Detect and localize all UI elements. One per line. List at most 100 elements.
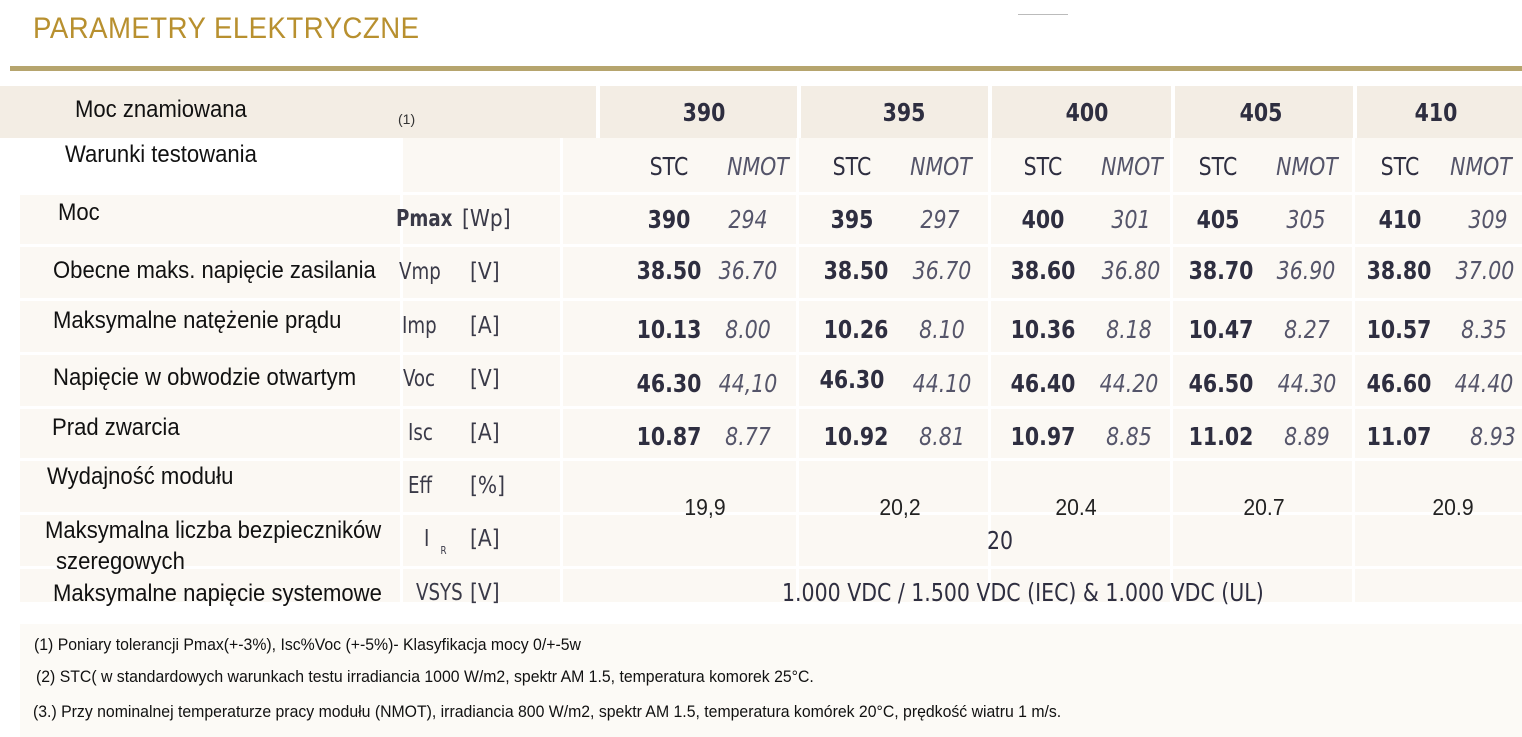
title-underline [10, 66, 1522, 71]
stc-header: STC [1023, 152, 1063, 181]
header-separator [1171, 86, 1175, 138]
header-separator [797, 86, 801, 138]
system-voltage-symbol: VSYS [416, 580, 463, 606]
nmot-header: NMOT [727, 152, 789, 181]
row-separator [20, 352, 1522, 355]
table-cell: 8.35 [1461, 315, 1507, 344]
fuse-value: 20 [986, 526, 1014, 555]
header-separator [1353, 86, 1357, 138]
row-symbol-power: Pmax [396, 206, 453, 232]
table-cell: 46.50 [1188, 369, 1254, 398]
table-cell: 8.00 [725, 315, 771, 344]
row-label-fuse: Maksymalna liczba bezpieczników [45, 517, 382, 544]
table-left-gap [20, 138, 400, 192]
table-cell: 10.47 [1188, 315, 1254, 344]
column-separator [400, 138, 403, 602]
model-400-header: 400 [1065, 98, 1109, 127]
header-band [0, 86, 1522, 138]
table-cell: 10.97 [1010, 422, 1076, 451]
efficiency-value: 20,2 [879, 494, 921, 520]
footnote-1: (1) Poniary tolerancji Pmax(+-3%), Isc%V… [34, 635, 581, 654]
table-cell: 38.80 [1366, 256, 1432, 285]
row-unit-vmp: [V] [470, 259, 500, 285]
row-symbol-imp: Imp [402, 313, 437, 339]
stc-header: STC [649, 152, 689, 181]
table-cell: 400 [1021, 205, 1065, 234]
row-label-isc: Prad zwarcia [52, 414, 180, 441]
table-cell: 10.57 [1366, 315, 1432, 344]
row-symbol-vmp: Vmp [399, 259, 441, 285]
row-symbol-fuse: I R [424, 526, 446, 557]
nmot-header: NMOT [1101, 152, 1163, 181]
row-symbol-voc: Voc [403, 366, 436, 392]
column-separator [796, 138, 799, 602]
stc-header: STC [832, 152, 872, 181]
fuse-symbol-main: I [424, 526, 430, 552]
row-separator [20, 566, 1522, 569]
table-cell: 38.70 [1188, 256, 1254, 285]
row-label-system-voltage: Maksymalne napięcie systemowe [53, 580, 382, 607]
table-cell: 8.93 [1470, 422, 1516, 451]
table-cell: 46.60 [1366, 369, 1432, 398]
table-cell: 10.26 [823, 315, 889, 344]
table-cell: 37.00 [1455, 256, 1515, 285]
row-symbol-system-voltage: VSYS [416, 580, 463, 606]
table-cell: 36.70 [912, 256, 972, 285]
column-separator [1352, 138, 1355, 602]
row-label-vmp: Obecne maks. napięcie zasilania [53, 257, 376, 284]
table-cell: 390 [647, 205, 691, 234]
row-unit-isc: [A] [470, 420, 500, 446]
table-cell: 10.36 [1010, 315, 1076, 344]
row-separator [20, 244, 1522, 247]
page-title: PARAMETRY ELEKTRYCZNE [33, 12, 420, 45]
stc-header: STC [1198, 152, 1238, 181]
table-cell: 10.13 [636, 315, 702, 344]
rated-power-label: Moc znamiowana [75, 96, 247, 123]
nmot-header: NMOT [1450, 152, 1512, 181]
column-separator [560, 138, 563, 602]
efficiency-value: 20.4 [1055, 494, 1097, 520]
table-cell: 301 [1111, 205, 1151, 234]
test-conditions-label: Warunki testowania [65, 141, 257, 168]
row-label-voc: Napięcie w obwodzie otwartym [53, 364, 357, 391]
row-unit-power: [Wp] [462, 206, 511, 232]
nmot-header: NMOT [910, 152, 972, 181]
table-cell: 8.85 [1106, 422, 1152, 451]
table-cell: 8.89 [1284, 422, 1330, 451]
nmot-header: NMOT [1276, 152, 1338, 181]
stc-header: STC [1380, 152, 1420, 181]
row-separator [20, 512, 1522, 515]
footnote-band [20, 624, 1522, 737]
table-cell: 395 [830, 205, 874, 234]
row-label-power: Moc [58, 199, 100, 226]
row-label-imp: Maksymalne natężenie prądu [53, 307, 342, 334]
table-cell: 44.20 [1099, 369, 1159, 398]
header-separator [988, 86, 992, 138]
table-cell: 44.40 [1454, 369, 1514, 398]
row-unit-imp: [A] [470, 313, 500, 339]
row-separator [20, 458, 1522, 461]
table-cell: 36.70 [718, 256, 778, 285]
row-unit-fuse: [A] [470, 526, 500, 552]
table-cell: 294 [728, 205, 768, 234]
table-cell: 44,10 [718, 369, 778, 398]
table-cell: 8.18 [1106, 315, 1152, 344]
table-cell: 11.02 [1188, 422, 1254, 451]
table-cell: 44.10 [912, 369, 972, 398]
table-cell: 46.30 [636, 369, 702, 398]
table-cell: 410 [1378, 205, 1422, 234]
table-cell: 38.60 [1010, 256, 1076, 285]
efficiency-value: 20.7 [1243, 494, 1285, 520]
efficiency-value: 20.9 [1432, 494, 1474, 520]
table-cell: 405 [1196, 205, 1240, 234]
table-cell: 36.80 [1101, 256, 1161, 285]
row-symbol-efficiency: Eff [408, 473, 433, 499]
model-395-header: 395 [882, 98, 926, 127]
row-separator [20, 298, 1522, 301]
row-unit-voc: [V] [470, 366, 500, 392]
table-cell: 46.30 [819, 365, 885, 394]
row-separator [20, 192, 1522, 195]
table-cell: 8.81 [919, 422, 965, 451]
table-cell: 8.27 [1284, 315, 1330, 344]
table-cell: 11.07 [1366, 422, 1432, 451]
